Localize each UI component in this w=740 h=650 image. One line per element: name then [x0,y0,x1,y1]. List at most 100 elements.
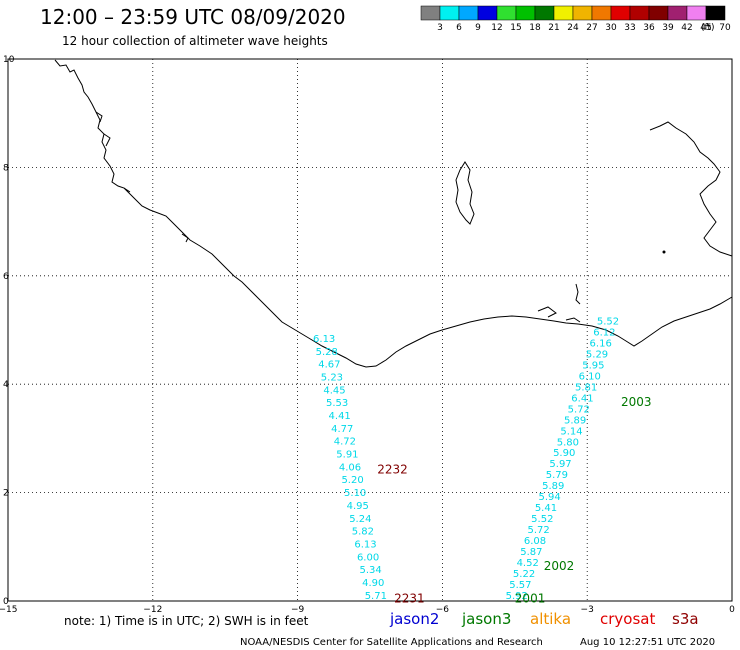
colorbar-label: 6 [456,23,462,33]
lat-tick-label: 0 [3,597,9,607]
colorbar-label: 15 [510,23,521,33]
wave-height-reading: 6.41 [571,393,593,404]
wave-height-reading: 5.10 [344,488,366,499]
wave-height-reading: 4.77 [331,424,353,435]
colorbar-swatch [610,5,631,21]
colorbar-label: 70 [719,23,731,33]
colorbar-unit: (ft) [701,23,715,33]
plot-frame [7,58,733,602]
lat-tick-label: 2 [3,489,9,499]
wave-height-reading: 5.24 [349,514,371,525]
wave-height-reading: 5.53 [326,398,348,409]
pass-time-label: 2232 [377,463,408,477]
colorbar-label: 12 [491,23,502,33]
lon-tick-label: −12 [143,605,162,615]
wave-height-reading: 5.91 [336,450,358,461]
map-subtitle: 12 hour collection of altimeter wave hei… [62,34,328,48]
lon-tick-label: −15 [0,605,18,615]
colorbar-swatch [686,5,707,21]
generated-timestamp: Aug 10 12:27:51 UTC 2020 [580,637,715,648]
colorbar-label: 42 [681,23,692,33]
satellite-legend: jason2 jason3 altika cryosat s3a [389,610,699,628]
colorbar-label: 33 [624,23,635,33]
wave-height-reading: 5.87 [520,547,542,558]
west-africa-coastline [54,59,733,368]
wave-height-reading: 5.79 [546,470,568,481]
colorbar-label: 36 [643,23,655,33]
wave-height-reading: 5.82 [352,527,374,538]
wave-height-reading: 5.57 [509,580,531,591]
wave-height-reading: 5.41 [535,503,557,514]
wave-height-reading: 4.41 [329,411,351,422]
axis-tick-labels: −15 −12 −9 −6 −3 0 0 2 4 6 8 10 [0,55,735,615]
wave-height-reading: 5.97 [549,459,571,470]
wave-height-reading: 5.89 [542,481,564,492]
satellite-legend-cryosat: cryosat [600,610,655,628]
colorbar-swatch [591,5,612,21]
wave-height-reading: 5.52 [597,317,619,328]
satellite-legend-jason3: jason3 [461,610,511,628]
colorbar-swatch [667,5,688,21]
wave-height-reading: 4.45 [323,385,345,396]
wave-height-reading: 5.92 [506,591,528,602]
colorbar-swatch [572,5,593,21]
wave-height-reading: 5.89 [564,415,586,426]
wave-height-reading: 5.22 [513,569,535,580]
wave-height-reading: 5.94 [538,492,560,503]
colorbar-label: 21 [548,23,559,33]
colorbar-label: 3 [437,23,443,33]
lon-tick-label: −6 [436,605,450,615]
colorbar-swatch [515,5,536,21]
wave-height-reading: 5.95 [582,360,604,371]
colorbar: 3 6 9 12 15 18 21 24 27 30 33 36 39 42 45 70 [420,5,731,33]
wave-height-reading: 5.52 [531,514,553,525]
lat-tick-label: 4 [3,380,9,390]
colorbar-swatch [477,5,498,21]
wave-height-reading: 6.12 [593,328,615,339]
colorbar-label: 24 [567,23,579,33]
wave-height-reading: 6.10 [579,371,601,382]
colorbar-swatch [534,5,555,21]
pass-time-label: 2001 [515,592,546,606]
wave-height-reading: 6.00 [357,552,379,563]
wave-height-reading: 5.14 [560,426,582,437]
grid-lines [8,59,732,601]
wave-height-reading: 5.28 [316,347,338,358]
volta-delta [575,283,581,305]
colorbar-swatch [420,5,441,21]
wave-height-reading: 5.80 [557,437,579,448]
wave-height-reading: 4.95 [347,501,369,512]
lon-tick-label: −9 [291,605,305,615]
wave-height-reading: 4.06 [339,462,361,473]
wave-height-reading: 5.20 [341,475,363,486]
map-title: 12:00 – 23:59 UTC 08/09/2020 [40,5,346,29]
colorbar-swatch [648,5,669,21]
colorbar-swatch [458,5,479,21]
units-note: note: 1) Time is in UTC; 2) SWH is in fe… [64,614,309,628]
satellite-legend-s3a: s3a [672,610,699,628]
altimeter-tracks: 6.13 5.28 4.675.23 4.45 5.53 4.41 4.77 4.72 5.91… [313,317,619,602]
satellite-legend-jason2: jason2 [389,610,439,628]
wave-height-reading: 5.90 [553,448,575,459]
wave-height-reading: 5.81 [575,382,597,393]
pass-time-label: 2002 [544,559,575,573]
guinea-coast-indent [95,111,581,323]
lat-tick-label: 8 [3,163,9,173]
wave-height-reading: 6.13 [313,334,335,345]
wave-height-reading: 5.29 [586,349,608,360]
colorbar-label: 30 [605,23,617,33]
colorbar-label: 18 [529,23,541,33]
colorbar-swatch [439,5,460,21]
wave-height-reading: 5.72 [568,404,590,415]
colorbar-label: 39 [662,23,674,33]
wave-height-reading: 5.23 [321,372,343,383]
colorbar-swatch [496,5,517,21]
colorbar-label: 9 [475,23,481,33]
lake-volta [455,161,475,225]
satellite-legend-altika: altika [530,610,571,628]
wave-height-reading: 4.52 [517,558,539,569]
colorbar-label: 27 [586,23,597,33]
lon-tick-label: 0 [729,605,735,615]
lon-tick-label: −3 [581,605,594,615]
